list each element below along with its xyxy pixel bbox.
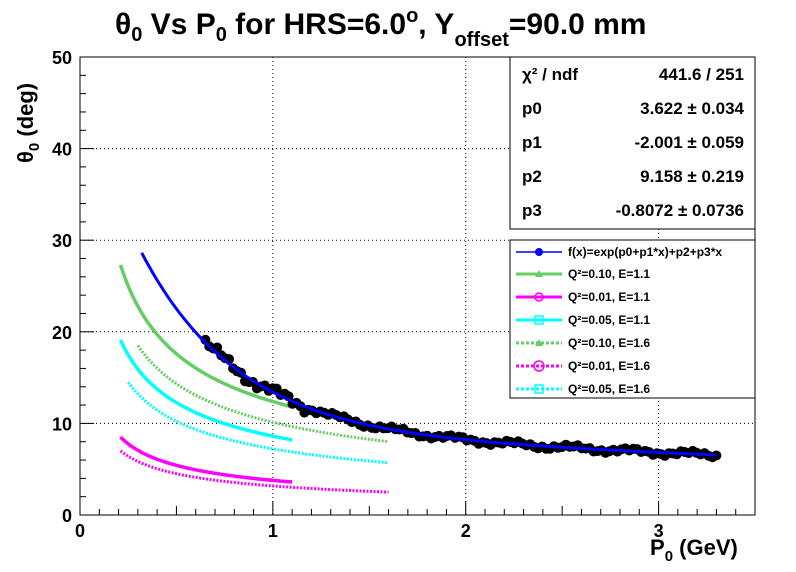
y-tick-label: 30 bbox=[52, 231, 72, 251]
x-label-main: P bbox=[650, 535, 665, 560]
stats-p3-value: -0.8072 ± 0.0736 bbox=[616, 201, 744, 220]
stats-chi2-value: 441.6 / 251 bbox=[659, 65, 744, 84]
stats-p0-label: p0 bbox=[522, 99, 542, 118]
series-curve-4 bbox=[119, 449, 389, 494]
y-label-sub: 0 bbox=[26, 143, 43, 151]
stats-chi2-label: χ² / ndf bbox=[522, 65, 578, 84]
x-tick-label: 2 bbox=[461, 521, 471, 541]
title-sub0: 0 bbox=[131, 24, 142, 46]
title-deg: o bbox=[406, 5, 418, 27]
x-label-sub: 0 bbox=[665, 548, 673, 565]
legend-entry-q005-e16: Q²=0.05, E=1.6 bbox=[516, 382, 650, 396]
legend-entry-q010-e11: Q²=0.10, E=1.1 bbox=[516, 267, 650, 281]
legend-marker-q010-e11 bbox=[535, 270, 543, 277]
x-label-unit: (GeV) bbox=[673, 535, 738, 560]
legend: f(x)=exp(p0+p1*x)+p2+p3*x Q²=0.10, E=1.1… bbox=[509, 239, 756, 399]
stats-p1-value: -2.001 ± 0.059 bbox=[634, 133, 744, 152]
series-curves bbox=[118, 264, 389, 494]
legend-label-fit: f(x)=exp(p0+p1*x)+p2+p3*x bbox=[568, 245, 722, 259]
x-axis-label: P0 (GeV) bbox=[650, 535, 738, 565]
title-tail: =90.0 mm bbox=[509, 8, 647, 41]
legend-marker-q001-e16 bbox=[533, 360, 545, 372]
series-curve-5 bbox=[127, 381, 389, 465]
x-tick-label: 3 bbox=[654, 521, 664, 541]
legend-entry-q010-e16: Q²=0.10, E=1.6 bbox=[516, 336, 650, 350]
y-label-unit: (deg) bbox=[13, 83, 38, 143]
legend-label-q001-e16: Q²=0.01, E=1.6 bbox=[568, 359, 650, 373]
title-sub0b: 0 bbox=[216, 24, 227, 46]
data-point bbox=[711, 450, 722, 461]
legend-label-q010-e16: Q²=0.10, E=1.6 bbox=[568, 336, 650, 350]
y-label-main: θ bbox=[13, 151, 38, 163]
legend-marker-q005-e11 bbox=[534, 315, 544, 325]
series-curve-1 bbox=[119, 435, 293, 484]
title-comma: , Y bbox=[418, 8, 454, 41]
x-tick-label: 0 bbox=[75, 521, 85, 541]
title-theta: θ bbox=[115, 8, 131, 41]
title-for: for HRS=6.0 bbox=[227, 8, 406, 41]
legend-label-q005-e16: Q²=0.05, E=1.6 bbox=[568, 382, 650, 396]
series-curve-0 bbox=[118, 264, 293, 409]
legend-entry-q001-e11: Q²=0.01, E=1.1 bbox=[516, 290, 650, 304]
stats-p3-label: p3 bbox=[522, 201, 542, 220]
stats-frame bbox=[509, 56, 756, 230]
series-curve-3 bbox=[136, 344, 389, 444]
y-tick-label: 40 bbox=[52, 140, 72, 160]
legend-entry-fit: f(x)=exp(p0+p1*x)+p2+p3*x bbox=[516, 245, 722, 259]
y-tick-label: 50 bbox=[52, 48, 72, 68]
legend-marker-q005-e16 bbox=[534, 384, 544, 394]
fit-stats-box: χ² / ndf 441.6 / 251 p0 3.622 ± 0.034 p1… bbox=[509, 56, 756, 230]
y-tick-label: 10 bbox=[52, 414, 72, 434]
series-curve-2 bbox=[118, 339, 293, 442]
legend-label-q010-e11: Q²=0.10, E=1.1 bbox=[568, 267, 650, 281]
x-tick-label: 1 bbox=[268, 521, 278, 541]
legend-entry-q001-e16: Q²=0.01, E=1.6 bbox=[516, 359, 650, 373]
stats-p1-label: p1 bbox=[522, 133, 542, 152]
title-offset: offset bbox=[454, 29, 509, 51]
stats-p2-label: p2 bbox=[522, 167, 542, 186]
title-vs: Vs P bbox=[142, 8, 215, 41]
y-tick-label: 0 bbox=[62, 506, 72, 526]
legend-label-q001-e11: Q²=0.01, E=1.1 bbox=[568, 290, 650, 304]
legend-label-q005-e11: Q²=0.05, E=1.1 bbox=[568, 313, 650, 327]
stats-p2-value: 9.158 ± 0.219 bbox=[640, 167, 744, 186]
legend-marker-q001-e11 bbox=[534, 292, 544, 302]
chart-title: θ0 Vs P0 for HRS=6.0o, Yoffset=90.0 mm bbox=[115, 5, 646, 51]
legend-marker-q010-e16 bbox=[535, 339, 543, 346]
legend-entry-q005-e11: Q²=0.05, E=1.1 bbox=[516, 313, 650, 327]
fit-line bbox=[140, 252, 717, 457]
stats-p0-value: 3.622 ± 0.034 bbox=[640, 99, 744, 118]
legend-marker-fit bbox=[535, 248, 543, 256]
y-tick-label: 20 bbox=[52, 323, 72, 343]
y-axis-label: θ0 (deg) bbox=[13, 83, 43, 163]
